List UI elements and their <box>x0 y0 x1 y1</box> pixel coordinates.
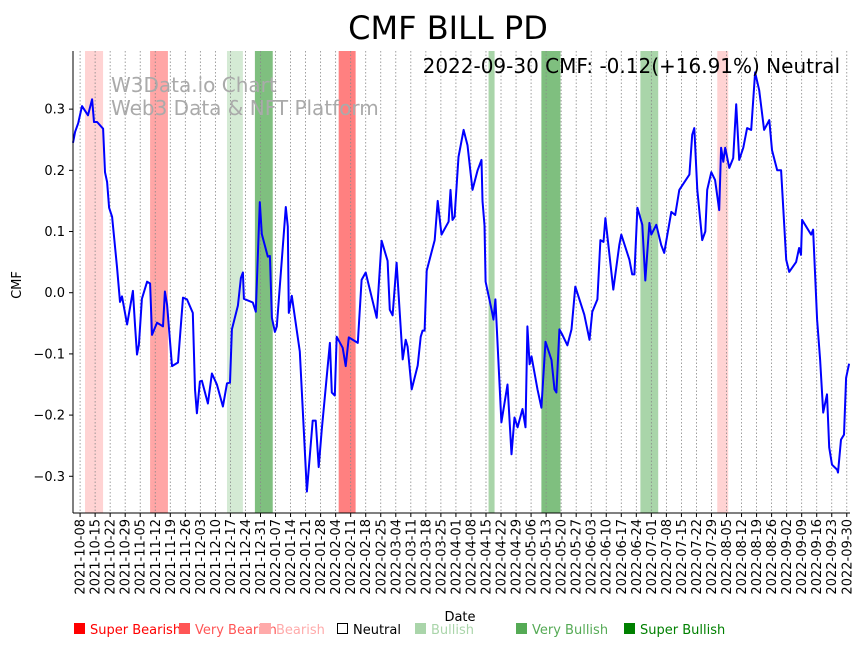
legend-swatch-bearish <box>260 623 271 634</box>
x-tick-label: 2022-03-18 <box>419 519 434 595</box>
x-tick-label: 2022-01-14 <box>284 519 299 595</box>
x-tick-label: 2022-09-30 <box>840 519 855 595</box>
x-tick-label: 2022-02-11 <box>344 519 359 595</box>
signal-band-bearish <box>85 51 104 513</box>
x-tick-label: 2022-05-20 <box>555 519 570 595</box>
signal-band-very-bullish <box>541 51 561 513</box>
x-tick-label: 2022-04-15 <box>479 519 494 595</box>
signal-band-very-bearish <box>150 51 168 513</box>
y-axis-label: CMF <box>10 271 25 299</box>
signal-band-super-bearish <box>338 51 356 513</box>
x-tick-label: 2021-10-29 <box>119 519 134 595</box>
signal-band-very-bullish <box>254 51 273 513</box>
x-tick-label: 2021-10-08 <box>74 519 89 595</box>
x-gridlines <box>79 51 848 513</box>
legend-label-bullish: Bullish <box>431 623 474 638</box>
x-tick-label: 2022-08-12 <box>735 519 750 595</box>
x-tick-label: 2022-07-15 <box>675 519 690 595</box>
legend-label-neutral: Neutral <box>353 623 401 638</box>
x-tick-label: 2021-12-10 <box>209 519 224 595</box>
x-tick-label: 2022-01-21 <box>299 519 314 595</box>
legend: Super Bearish Very Bearish Bearish Neutral B… <box>74 623 725 638</box>
x-tick-label: 2022-07-22 <box>690 519 705 595</box>
x-tick-label: 2022-09-23 <box>825 519 840 595</box>
legend-label-very-bearish: Very Bearish <box>195 623 277 638</box>
x-tick-label: 2022-01-28 <box>314 519 329 595</box>
x-tick-label: 2022-02-18 <box>359 519 374 595</box>
x-tick-label: 2022-06-10 <box>600 519 615 595</box>
legend-swatch-super-bearish <box>74 623 85 634</box>
signal-bands <box>85 51 729 513</box>
x-tick-label: 2022-08-26 <box>765 519 780 595</box>
x-tick-label: 2021-12-24 <box>239 519 254 595</box>
signal-band-bullish <box>640 51 659 513</box>
x-tick-label: 2022-04-08 <box>464 519 479 595</box>
y-tick-label: 0.2 <box>44 164 65 179</box>
x-tick-label: 2022-04-22 <box>495 519 510 595</box>
x-tick-label: 2022-05-27 <box>570 519 585 595</box>
legend-label-super-bullish: Super Bullish <box>640 623 725 638</box>
legend-label-bearish: Bearish <box>276 623 325 638</box>
x-tick-label: 2022-09-09 <box>795 519 810 595</box>
x-tick-label: 2022-03-11 <box>404 519 419 595</box>
cmf-line <box>72 71 851 493</box>
y-tick-label: −0.1 <box>33 347 65 362</box>
x-tick-label: 2022-04-01 <box>449 519 464 595</box>
x-tick-label: 2022-07-01 <box>645 519 660 595</box>
chart-title: CMF BILL PD <box>348 9 548 47</box>
x-tick-label: 2022-04-29 <box>510 519 525 595</box>
x-tick-label: 2022-08-19 <box>750 519 765 595</box>
axes <box>72 51 850 514</box>
x-tick-label: 2021-11-05 <box>134 519 149 595</box>
legend-swatch-super-bullish <box>624 623 635 634</box>
x-tick-label: 2022-09-16 <box>810 519 825 595</box>
legend-swatch-bullish <box>415 623 426 634</box>
x-tick-label: 2022-03-25 <box>434 519 449 595</box>
legend-swatch-very-bearish <box>179 623 190 634</box>
legend-label-very-bullish: Very Bullish <box>532 623 608 638</box>
x-tick-label: 2021-12-03 <box>194 519 209 595</box>
x-tick-label: 2021-11-26 <box>179 519 194 595</box>
y-tick-label: 0.3 <box>44 103 65 118</box>
x-tick-label: 2021-10-15 <box>89 519 104 595</box>
x-axis-label: Date <box>444 610 475 625</box>
x-tick-label: 2022-02-25 <box>374 519 389 595</box>
signal-band-bullish <box>226 51 243 513</box>
x-tick-label: 2021-11-12 <box>149 519 164 595</box>
legend-swatch-very-bullish <box>516 623 527 634</box>
x-tick-label: 2022-08-05 <box>720 519 735 595</box>
cmf-annotation: 2022-09-30 CMF: -0.12(+16.91%) Neutral <box>423 54 840 78</box>
x-tick-label: 2022-02-04 <box>329 519 344 595</box>
x-tick-label: 2022-07-29 <box>705 519 720 595</box>
x-tick-label: 2021-12-17 <box>224 519 239 595</box>
y-tick-label: 0.1 <box>44 225 65 240</box>
x-tick-label: 2021-12-31 <box>254 519 269 595</box>
x-tick-label: 2022-09-02 <box>780 519 795 595</box>
signal-band-bearish <box>717 51 729 513</box>
x-tick-label: 2022-06-03 <box>585 519 600 595</box>
x-tick-label: 2022-03-04 <box>389 519 404 595</box>
watermark-line-1: W3Data.io Chart <box>111 73 277 97</box>
x-tick-label: 2021-11-19 <box>164 519 179 595</box>
y-tick-label: 0.0 <box>44 286 65 301</box>
x-tick-label: 2022-05-13 <box>540 519 555 595</box>
x-tick-label: 2021-10-22 <box>104 519 119 595</box>
x-tick-label: 2022-01-07 <box>269 519 284 595</box>
y-ticks: −0.3 −0.2 −0.1 0.0 0.1 0.2 0.3 <box>33 103 73 485</box>
watermark-line-2: Web3 Data & NFT Platform <box>111 96 379 120</box>
legend-label-super-bearish: Super Bearish <box>90 623 181 638</box>
y-tick-label: −0.3 <box>33 470 65 485</box>
x-tick-label: 2022-05-06 <box>525 519 540 595</box>
x-tick-label: 2022-07-08 <box>660 519 675 595</box>
x-ticks: 2021-10-08 2021-10-15 2021-10-22 2021-10-29… <box>74 513 855 595</box>
signal-band-bullish <box>488 51 495 513</box>
x-tick-label: 2022-06-24 <box>630 519 645 595</box>
x-tick-label: 2022-06-17 <box>615 519 630 595</box>
y-tick-label: −0.2 <box>33 409 65 424</box>
legend-swatch-neutral <box>337 623 348 634</box>
